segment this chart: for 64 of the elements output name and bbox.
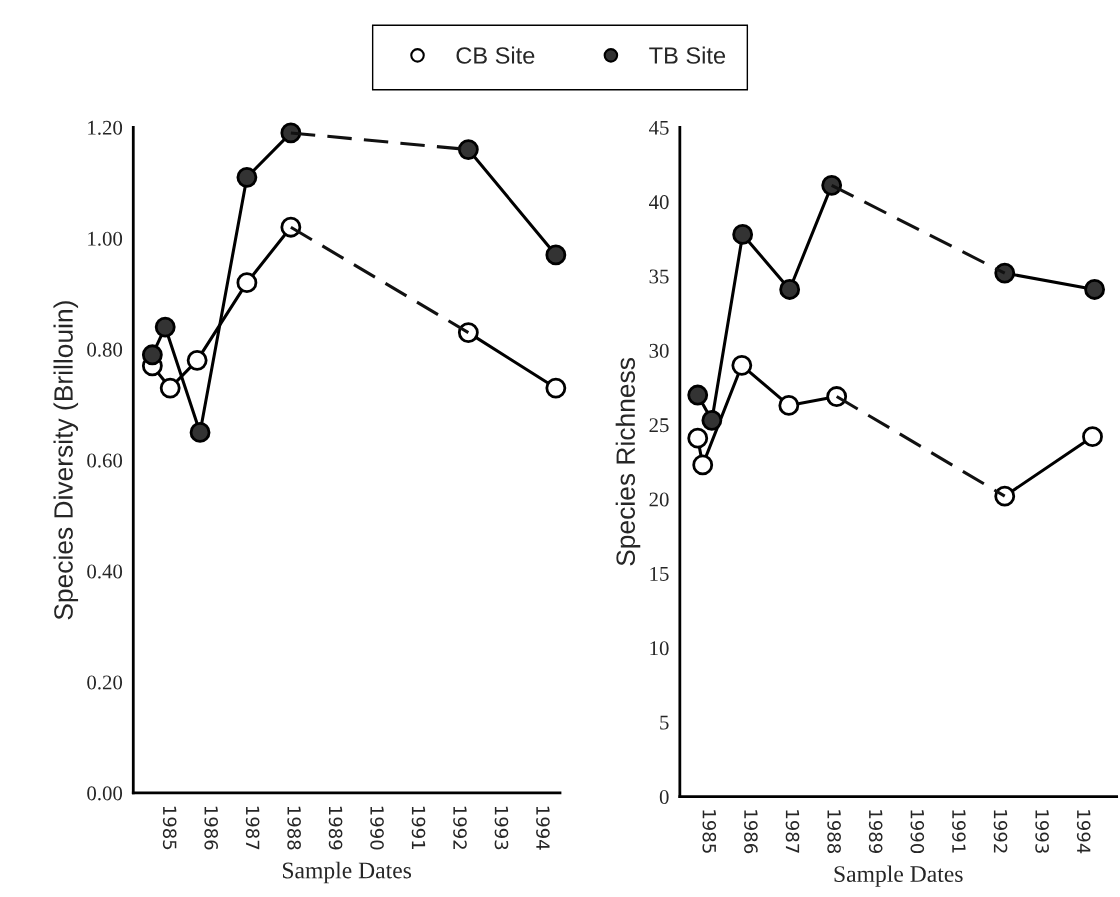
x-tick-label: 1994 xyxy=(536,806,550,850)
point xyxy=(154,316,176,338)
point xyxy=(545,377,567,399)
x-tick-label: 1988 xyxy=(287,806,301,850)
x-tick-label: 1991 xyxy=(952,810,966,853)
x-tick-label: 1985 xyxy=(162,806,177,850)
y-axis-title: Species Richness xyxy=(615,358,641,566)
x-tick-label: 1994 xyxy=(1076,810,1091,854)
point xyxy=(687,384,709,406)
y-tick-label: 20 xyxy=(649,492,669,507)
x-tick-label: 1990 xyxy=(910,810,925,854)
point xyxy=(701,409,723,431)
x-axis-title: Sample Dates xyxy=(834,865,963,887)
y-tick-label: 0.40 xyxy=(87,564,123,579)
y-tick-label: 5 xyxy=(660,715,669,730)
y-tick-label: 35 xyxy=(649,269,669,284)
y-tick-label: 0.20 xyxy=(87,675,123,690)
y-tick-label: 10 xyxy=(650,641,669,656)
x-tick-label: 1987 xyxy=(785,810,800,853)
y-tick-label: 1.20 xyxy=(88,120,123,135)
point xyxy=(687,427,709,449)
x-axis-title: Sample Dates xyxy=(282,861,412,884)
legend-label: CB Site xyxy=(456,46,535,64)
x-tick-label: 1993 xyxy=(494,806,509,850)
x-tick-label: 1991 xyxy=(411,806,426,850)
point xyxy=(545,244,567,266)
x-tick-label: 1993 xyxy=(1035,810,1049,853)
y-tick-label: 25 xyxy=(649,418,669,433)
point xyxy=(731,354,753,376)
x-tick-label: 1988 xyxy=(827,810,841,854)
x-tick-label: 1985 xyxy=(702,810,717,853)
y-tick-label: 1.00 xyxy=(88,231,123,246)
y-tick-label: 0.80 xyxy=(87,342,123,357)
point xyxy=(779,279,801,300)
point xyxy=(1082,426,1103,448)
y-tick-label: 0 xyxy=(659,789,669,804)
point xyxy=(692,454,714,476)
y-tick-label: 30 xyxy=(649,343,669,358)
point xyxy=(236,166,258,188)
point xyxy=(189,422,211,443)
x-tick-label: 1992 xyxy=(453,806,467,849)
y-tick-label: 0.00 xyxy=(87,786,123,801)
point xyxy=(236,272,258,294)
y-axis-title: Species Diversity (Brillouin) xyxy=(53,301,79,620)
point xyxy=(457,322,479,344)
point xyxy=(1084,279,1106,300)
y-tick-label: 40 xyxy=(649,195,669,210)
x-tick-label: 1992 xyxy=(993,810,1008,853)
x-tick-label: 1989 xyxy=(328,806,343,850)
point xyxy=(732,224,754,245)
x-tick-label: 1989 xyxy=(868,810,883,854)
point xyxy=(159,377,181,399)
point xyxy=(141,344,163,366)
x-tick-label: 1986 xyxy=(204,806,218,850)
x-tick-label: 1990 xyxy=(370,806,384,850)
y-tick-label: 15 xyxy=(650,566,669,581)
point xyxy=(457,139,479,160)
y-tick-label: 0.60 xyxy=(87,453,123,468)
point xyxy=(778,395,800,416)
legend-label: TB Site xyxy=(649,46,726,64)
x-tick-label: 1986 xyxy=(744,810,758,854)
y-tick-label: 45 xyxy=(649,120,669,135)
point xyxy=(186,349,208,371)
x-tick-label: 1987 xyxy=(245,806,260,850)
